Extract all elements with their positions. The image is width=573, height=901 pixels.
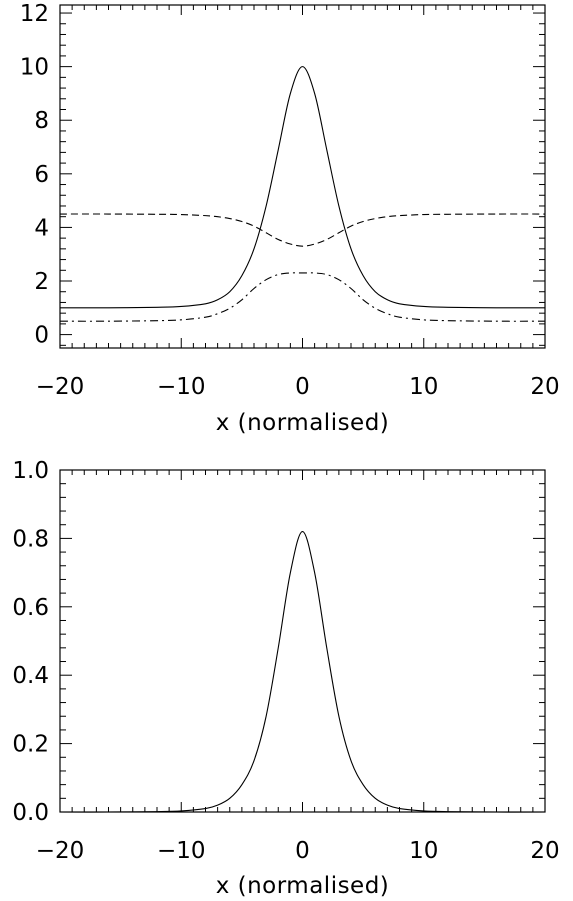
series-line-solid bbox=[59, 531, 546, 813]
top-panel: −20 −10 0 10 20 0 2 4 6 8 10 12 x (normalised) bbox=[20, 1, 560, 436]
x-tick-label: 20 bbox=[530, 838, 559, 864]
x-tick-label: 10 bbox=[409, 374, 438, 400]
x-tick-label: 0 bbox=[295, 838, 310, 864]
series-line-dashdot bbox=[59, 272, 546, 322]
y-tick-label: 0.2 bbox=[12, 732, 49, 758]
x-tick-label: 20 bbox=[530, 374, 559, 400]
y-tick-label: 0 bbox=[34, 323, 49, 349]
series-line-solid bbox=[59, 66, 546, 309]
y-tick-label: 6 bbox=[34, 162, 49, 188]
plot-frame bbox=[59, 4, 546, 349]
y-tick-label: 8 bbox=[34, 108, 49, 134]
plot-frame bbox=[59, 469, 546, 813]
y-tick-label: 0.8 bbox=[12, 526, 49, 552]
bottom-panel: −20 −10 0 10 20 0.0 0.2 0.4 0.6 0.8 1.0 x (normalis… bbox=[12, 458, 559, 899]
y-tick-label: 10 bbox=[20, 55, 49, 81]
x-tick-label: −20 bbox=[36, 838, 85, 864]
y-tick-label: 2 bbox=[34, 269, 49, 295]
y-tick-label: 4 bbox=[34, 215, 49, 241]
x-axis-label: x (normalised) bbox=[216, 873, 390, 899]
y-tick-label: 0.6 bbox=[12, 595, 49, 621]
x-tick-label: −10 bbox=[157, 838, 206, 864]
x-tick-label: −10 bbox=[157, 374, 206, 400]
x-tick-label: 0 bbox=[295, 374, 310, 400]
x-tick-label: 10 bbox=[409, 838, 438, 864]
y-tick-label: 0.0 bbox=[12, 800, 49, 826]
x-axis-label: x (normalised) bbox=[216, 410, 390, 436]
y-tick-label: 1.0 bbox=[12, 458, 49, 484]
y-tick-label: 0.4 bbox=[12, 663, 49, 689]
y-tick-label: 12 bbox=[20, 1, 49, 27]
series-line-dashed bbox=[59, 213, 546, 247]
x-tick-label: −20 bbox=[36, 374, 85, 400]
